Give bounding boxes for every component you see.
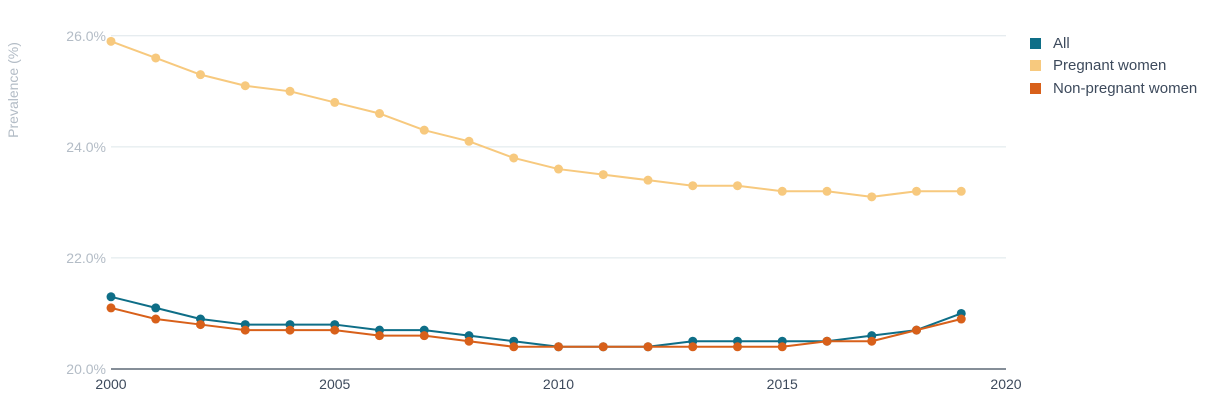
data-point[interactable] [285,325,295,335]
y-axis-label: Prevalence (%) [5,42,21,138]
data-point[interactable] [733,342,742,352]
y-tick-label: 22.0% [66,250,106,266]
x-tick-label: 2005 [319,376,350,392]
y-tick-label: 20.0% [66,361,106,377]
data-point[interactable] [956,186,966,196]
data-point[interactable] [554,342,563,352]
legend-swatch [1030,37,1041,49]
legend-label: All [1053,34,1070,52]
data-point[interactable] [554,164,563,174]
x-tick-label: 2010 [543,376,574,392]
gridlines [111,35,1006,370]
series-pregnant-women [106,36,966,202]
data-point[interactable] [822,336,832,346]
data-point[interactable] [688,342,698,352]
x-tick-label: 2020 [990,376,1021,392]
data-point[interactable] [643,175,653,185]
data-point[interactable] [643,342,653,352]
legend-item[interactable]: Pregnant women [1030,55,1197,78]
data-point[interactable] [912,186,921,196]
legend-item[interactable]: Non-pregnant women [1030,77,1197,100]
data-point[interactable] [956,314,966,324]
data-point[interactable] [867,336,877,346]
data-point[interactable] [822,186,832,196]
data-point[interactable] [867,192,877,202]
data-point[interactable] [777,342,787,352]
data-point[interactable] [330,325,340,335]
data-point[interactable] [464,136,474,146]
data-point[interactable] [196,320,205,330]
data-point[interactable] [330,97,340,107]
data-point[interactable] [509,342,519,352]
series-line [110,40,962,198]
data-point[interactable] [106,292,116,302]
x-tick-labels: 2000 2005 2010 2015 2020 [95,376,1021,392]
data-point[interactable] [912,325,921,335]
legend-swatch [1030,82,1041,94]
data-point[interactable] [196,70,205,80]
y-tick-labels: 20.0% 22.0% 24.0% 26.0% [66,28,106,377]
data-point[interactable] [598,170,608,180]
data-point[interactable] [375,331,384,341]
x-tick-label: 2000 [95,376,126,392]
data-point[interactable] [375,109,384,119]
legend: All Pregnant women Non-pregnant women [1030,32,1197,100]
data-point[interactable] [151,314,161,324]
y-tick-label: 26.0% [66,28,106,44]
data-point[interactable] [240,81,250,91]
data-point[interactable] [419,331,429,341]
data-point[interactable] [106,36,116,46]
y-tick-label: 24.0% [66,139,106,155]
series-all [106,292,966,352]
data-point[interactable] [151,303,161,313]
data-point[interactable] [106,303,116,313]
data-point[interactable] [509,153,519,163]
data-point[interactable] [733,181,742,191]
series-non-pregnant-women [106,303,966,352]
data-point[interactable] [598,342,608,352]
series-line [110,295,962,348]
legend-item[interactable]: All [1030,32,1197,55]
legend-label: Pregnant women [1053,57,1167,75]
legend-swatch [1030,60,1041,72]
data-point[interactable] [464,336,474,346]
series-lines [106,36,966,352]
legend-label: Non-pregnant women [1053,79,1198,97]
data-point[interactable] [240,325,250,335]
x-tick-label: 2015 [767,376,798,392]
data-point[interactable] [419,125,429,135]
data-point[interactable] [285,86,295,96]
series-line [110,306,962,348]
data-point[interactable] [777,186,787,196]
data-point[interactable] [688,181,698,191]
data-point[interactable] [151,53,161,63]
